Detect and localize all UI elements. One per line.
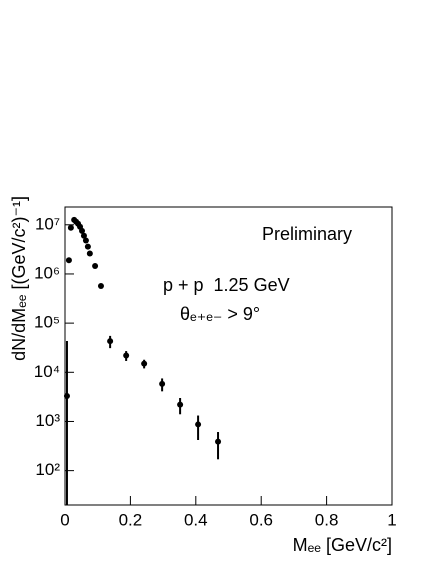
- data-point: [86, 250, 93, 257]
- plot-frame: [64, 206, 393, 506]
- data-point: [63, 392, 70, 399]
- data-point: [215, 438, 222, 445]
- data-point: [84, 243, 91, 250]
- x-tick-label: 1: [387, 510, 396, 529]
- y-tick-label: 10⁴: [34, 362, 60, 381]
- y-axis-label: dN/dMₑₑ [(GeV/c²)⁻¹]: [9, 196, 29, 361]
- data-point: [195, 421, 202, 428]
- y-tick-label: 10⁶: [34, 263, 60, 282]
- x-tick-label: 0: [60, 510, 69, 529]
- x-axis-label: Mₑₑ [GeV/c²]: [293, 535, 392, 555]
- x-tick-label: 0.6: [249, 510, 273, 529]
- annotation: Preliminary: [262, 224, 352, 244]
- y-tick-label: 10²: [35, 460, 60, 479]
- annotation: θₑ₊ₑ₋ > 9°: [180, 304, 260, 324]
- data-point: [80, 232, 87, 239]
- data-point: [67, 224, 74, 231]
- data-point: [82, 237, 89, 244]
- y-tick-label: 10⁵: [34, 313, 60, 332]
- data-point: [159, 380, 166, 387]
- y-tick-label: 10³: [35, 411, 60, 430]
- annotation: p + p 1.25 GeV: [163, 275, 290, 295]
- data-point: [177, 401, 184, 408]
- x-tick-label: 0.2: [119, 510, 143, 529]
- data-point: [141, 360, 148, 367]
- y-tick-label: 10⁷: [35, 214, 60, 233]
- data-point: [123, 352, 130, 359]
- data-point: [97, 282, 104, 289]
- data-point: [107, 338, 114, 345]
- data-point: [65, 257, 72, 264]
- x-tick-label: 0.4: [184, 510, 208, 529]
- x-tick-label: 0.8: [315, 510, 339, 529]
- data-point: [92, 263, 99, 270]
- data-point: [79, 227, 86, 234]
